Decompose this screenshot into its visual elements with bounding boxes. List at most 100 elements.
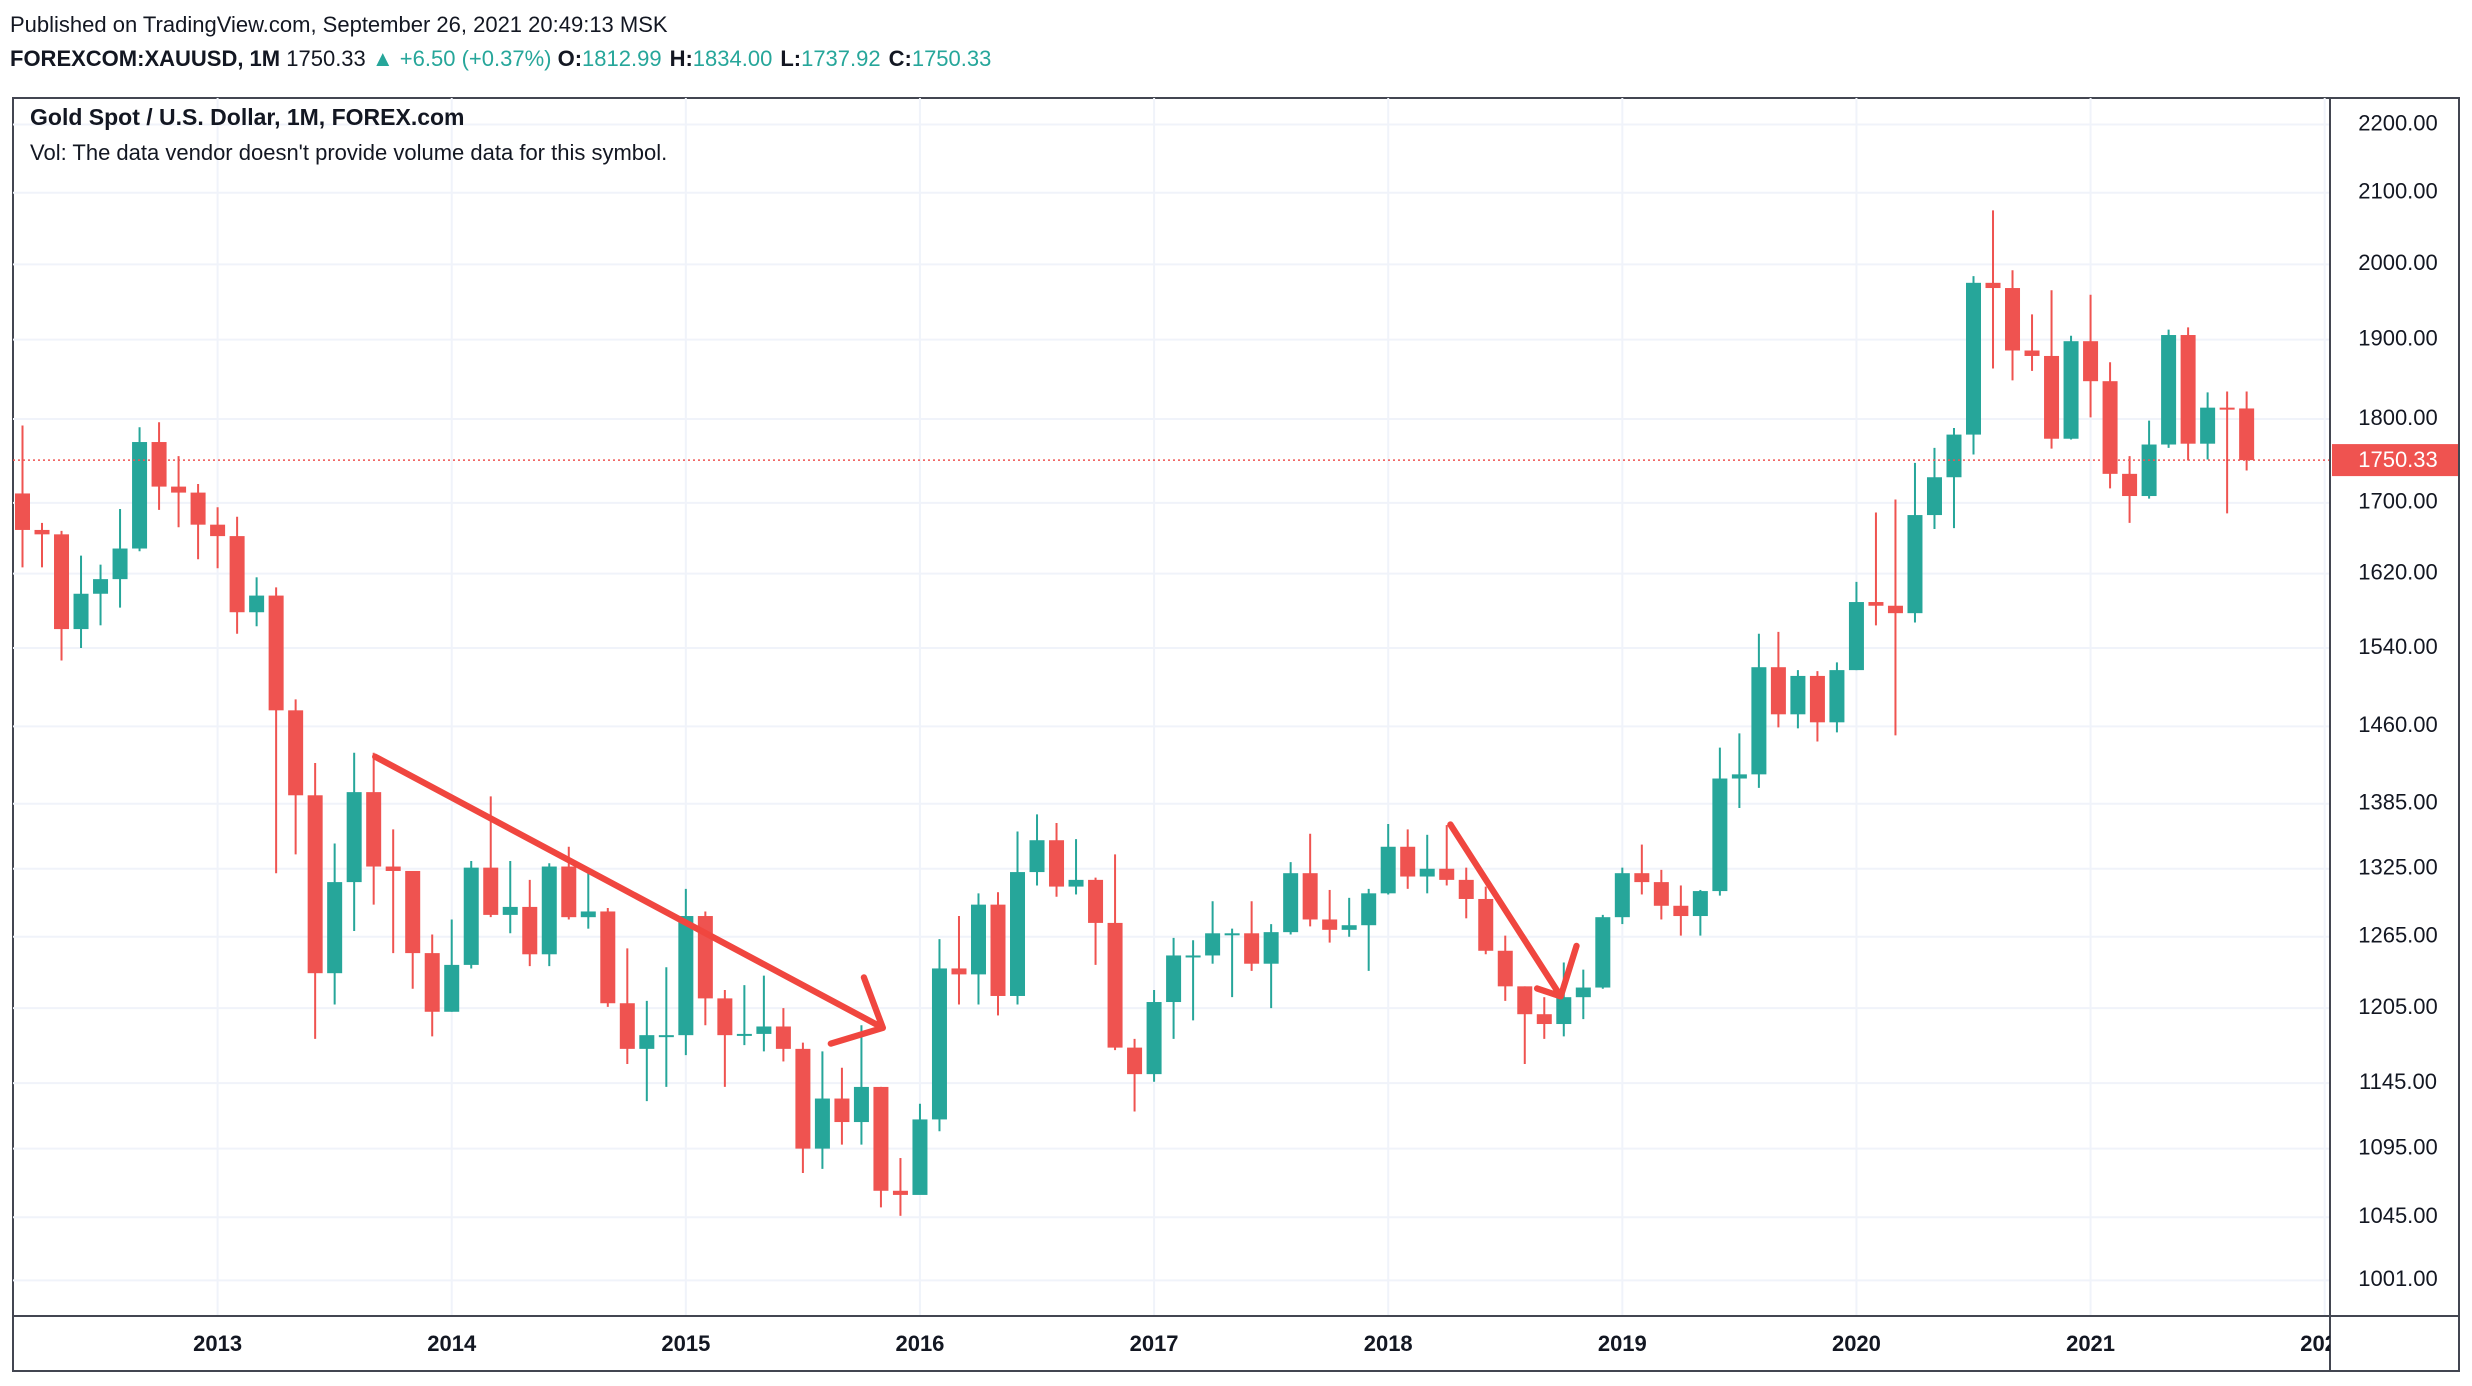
candle-body bbox=[1887, 605, 1903, 614]
candle-body bbox=[736, 1033, 752, 1036]
candle-body bbox=[561, 866, 577, 918]
x-tick-label: 2014 bbox=[427, 1331, 477, 1356]
candle-body bbox=[1848, 602, 1864, 671]
candle-body bbox=[970, 904, 986, 975]
header: Published on TradingView.com, September … bbox=[10, 8, 999, 76]
candle-body bbox=[814, 1098, 830, 1149]
candle-body bbox=[2005, 288, 2021, 351]
candle-body bbox=[1829, 670, 1845, 723]
candle-body bbox=[580, 911, 596, 918]
candle-body bbox=[1361, 893, 1377, 926]
candle-body bbox=[1010, 872, 1026, 996]
candle-body bbox=[1419, 868, 1435, 877]
y-tick-label: 1095.00 bbox=[2358, 1134, 2438, 1159]
candle-body bbox=[171, 486, 187, 493]
candle-body bbox=[775, 1026, 791, 1049]
candle-body bbox=[1068, 879, 1084, 887]
x-tick-label: 2013 bbox=[193, 1331, 242, 1356]
y-tick-label: 1460.00 bbox=[2358, 712, 2438, 737]
candle-body bbox=[2219, 407, 2235, 410]
candle-body bbox=[1244, 933, 1260, 964]
y-tick-label: 2200.00 bbox=[2358, 110, 2438, 135]
candle-body bbox=[463, 867, 479, 965]
candle-body bbox=[1673, 905, 1689, 917]
x-tick-label: 2018 bbox=[1364, 1331, 1413, 1356]
candle-body bbox=[1185, 955, 1201, 958]
candle-body bbox=[1966, 282, 1981, 435]
ohlc-value: 1812.99 bbox=[582, 46, 662, 71]
candle-body bbox=[1224, 933, 1240, 936]
candle-body bbox=[151, 442, 167, 487]
candle-body bbox=[73, 593, 89, 630]
change: ▲ +6.50 (+0.37%) bbox=[371, 46, 552, 71]
axis-labels: 1001.00 1045.00 1095.00 1145.00 1205.00 1265.… bbox=[193, 110, 2458, 1356]
candle-body bbox=[892, 1190, 908, 1195]
candle-body bbox=[990, 904, 1006, 996]
candle-body bbox=[678, 916, 694, 1036]
x-tick-label: 2021 bbox=[2066, 1331, 2115, 1356]
candle-body bbox=[1926, 477, 1942, 516]
ohlc-label: H: bbox=[669, 46, 693, 71]
candle-body bbox=[1985, 282, 2001, 289]
candle-body bbox=[853, 1086, 869, 1123]
candle-body bbox=[912, 1119, 928, 1195]
x-tick-label: 2020 bbox=[1832, 1331, 1881, 1356]
candle-body bbox=[210, 524, 226, 537]
candle-body bbox=[2102, 381, 2118, 474]
candle-body bbox=[1517, 986, 1533, 1015]
candle-body bbox=[1049, 840, 1065, 887]
candle-body bbox=[834, 1098, 850, 1123]
candle-body bbox=[54, 534, 70, 630]
chart-title: Gold Spot / U.S. Dollar, 1M, FOREX.com bbox=[30, 104, 465, 130]
candle-body bbox=[1263, 932, 1279, 964]
candle-body bbox=[307, 795, 323, 974]
candle-body bbox=[658, 1035, 674, 1038]
candle-body bbox=[249, 595, 265, 613]
candle-body bbox=[1205, 933, 1221, 956]
symbol: FOREXCOM:XAUUSD, 1M bbox=[10, 46, 281, 71]
candle-body bbox=[1809, 675, 1825, 723]
candle-body bbox=[444, 964, 460, 1012]
chart-subtitle: Vol: The data vendor doesn't provide vol… bbox=[30, 140, 667, 165]
x-tick-label: 2019 bbox=[1598, 1331, 1647, 1356]
candle-body bbox=[385, 866, 401, 871]
candle-body bbox=[619, 1003, 635, 1049]
y-tick-label: 1700.00 bbox=[2358, 489, 2438, 514]
candle-body bbox=[1107, 922, 1123, 1048]
grid bbox=[13, 98, 2330, 1316]
ohlc-label: L: bbox=[780, 46, 802, 71]
candle-body bbox=[366, 792, 382, 867]
candle-body bbox=[1536, 1014, 1552, 1025]
candle-body bbox=[1497, 950, 1513, 987]
candle-body bbox=[327, 882, 343, 974]
y-tick-label: 1001.00 bbox=[2358, 1266, 2438, 1291]
candle-body bbox=[541, 866, 557, 955]
candle-body bbox=[1595, 917, 1611, 988]
candle-body bbox=[795, 1048, 811, 1149]
x-tick-label: 2017 bbox=[1130, 1331, 1179, 1356]
y-tick-label: 2000.00 bbox=[2358, 250, 2438, 275]
candle-body bbox=[1712, 778, 1728, 892]
arrow bbox=[1447, 821, 1580, 1000]
candle-body bbox=[346, 792, 362, 883]
candle-body bbox=[424, 953, 440, 1012]
candle-body bbox=[1478, 898, 1494, 951]
candle-body bbox=[1341, 925, 1357, 930]
ohlc-value: 1834.00 bbox=[692, 46, 773, 71]
candle-body bbox=[756, 1026, 772, 1034]
x-tick-label: 2022 bbox=[2300, 1331, 2349, 1356]
candle-body bbox=[1614, 873, 1630, 918]
candle-body bbox=[951, 968, 967, 975]
candle-body bbox=[1283, 873, 1299, 933]
published: Published on TradingView.com, September … bbox=[10, 12, 668, 37]
y-tick-label: 1325.00 bbox=[2358, 855, 2438, 880]
candle-body bbox=[2180, 335, 2196, 444]
candle-body bbox=[1029, 840, 1045, 873]
candle-body bbox=[34, 529, 50, 535]
candle-body bbox=[15, 493, 30, 530]
ohlc-label: O: bbox=[557, 46, 583, 71]
candle-body bbox=[873, 1086, 889, 1191]
candle-body bbox=[1653, 882, 1669, 906]
annotations bbox=[372, 753, 1580, 1047]
